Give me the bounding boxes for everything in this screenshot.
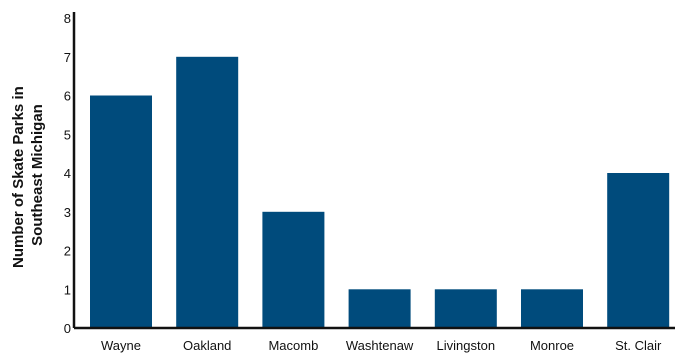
y-tick-label: 7	[64, 50, 71, 65]
x-tick-label: Wayne	[101, 338, 141, 353]
x-tick-label: Macomb	[268, 338, 318, 353]
y-tick-label: 2	[64, 244, 71, 259]
y-axis-label-line-2: Southeast Michigan	[29, 104, 46, 246]
y-tick-label: 8	[64, 11, 71, 26]
bar-monroe	[521, 289, 583, 329]
y-tick-labels: 0 1 2 3 4 5 6 7 8	[64, 11, 71, 336]
x-tick-labels: Wayne Oakland Macomb Washtenaw Livingston Mon…	[101, 338, 662, 353]
y-axis-label-line-1: Number of Skate Parks in	[10, 86, 27, 268]
x-tick-label: Livingston	[437, 338, 496, 353]
bar-livingston	[434, 289, 497, 329]
bar-macomb	[262, 211, 325, 329]
bar-oakland	[176, 56, 239, 329]
y-tick-label: 6	[64, 89, 71, 104]
y-tick-label: 3	[64, 205, 71, 220]
bar-wayne	[90, 95, 152, 328]
y-tick-label: 5	[64, 127, 71, 142]
y-axis-label: Number of Skate Parks in Southeast Michi…	[10, 82, 46, 268]
bar-st-clair	[607, 173, 670, 328]
x-tick-label: Monroe	[530, 338, 574, 353]
bars-group	[90, 56, 670, 329]
y-tick-label: 1	[64, 282, 71, 297]
y-tick-label: 0	[64, 321, 71, 336]
x-tick-label: St. Clair	[615, 338, 662, 353]
x-tick-label: Oakland	[183, 338, 231, 353]
y-tick-label: 4	[64, 166, 71, 181]
x-tick-label: Washtenaw	[346, 338, 414, 353]
bar-washtenaw	[348, 289, 411, 329]
axes-group	[72, 12, 675, 330]
